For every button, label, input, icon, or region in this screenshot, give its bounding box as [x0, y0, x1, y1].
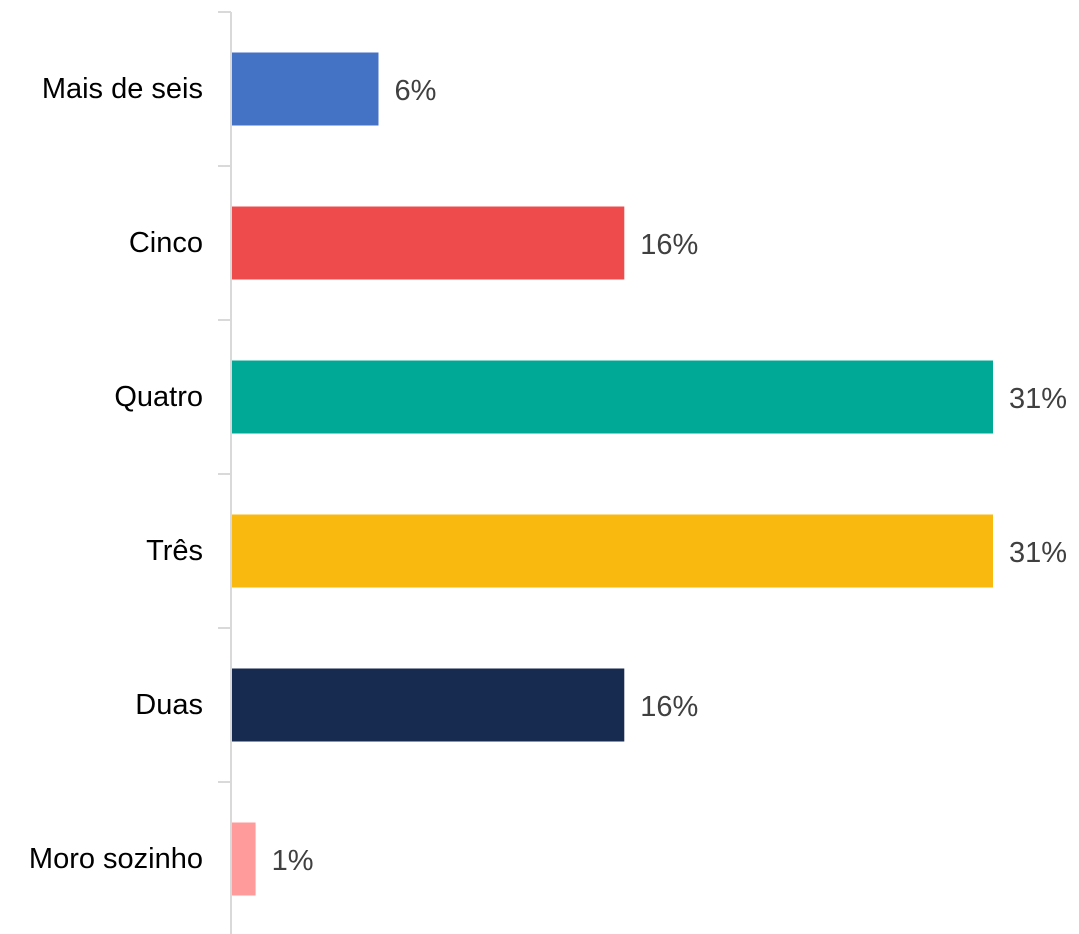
axis-ticks	[218, 11, 231, 783]
bar	[231, 206, 625, 280]
bar	[231, 360, 993, 434]
bars-group	[231, 52, 993, 896]
bar	[231, 668, 625, 742]
value-label: 16%	[640, 691, 698, 723]
category-label: Quatro	[114, 381, 203, 413]
category-labels: Mais de seis Cinco Quatro Três Duas Moro sozi…	[29, 73, 203, 875]
bar	[231, 514, 993, 588]
category-label: Moro sozinho	[29, 843, 203, 875]
value-label: 31%	[1009, 537, 1067, 569]
bar	[231, 822, 256, 896]
value-label: 6%	[394, 75, 436, 107]
value-label: 1%	[272, 845, 314, 877]
value-labels: 6% 16% 31% 31% 16% 1%	[272, 75, 1067, 877]
category-label: Duas	[135, 689, 203, 721]
value-label: 16%	[640, 229, 698, 261]
category-label: Mais de seis	[42, 73, 203, 105]
category-label: Cinco	[129, 227, 203, 259]
bar	[231, 52, 379, 126]
category-label: Três	[146, 535, 203, 567]
value-label: 31%	[1009, 383, 1067, 415]
